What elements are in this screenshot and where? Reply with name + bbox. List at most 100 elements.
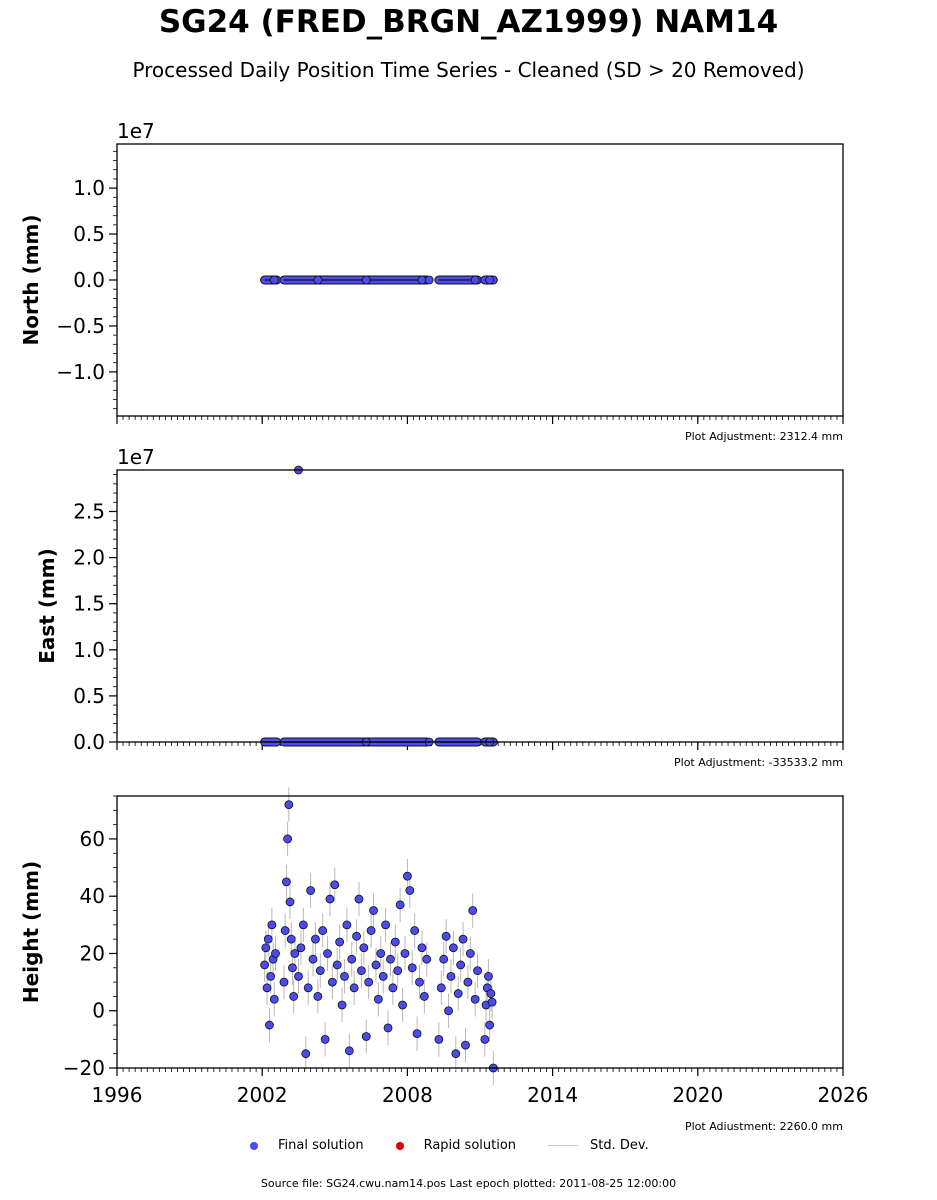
y-tick-label: −1.0 <box>56 360 105 384</box>
data-point <box>364 977 374 987</box>
data-point <box>352 931 361 941</box>
data-point <box>298 920 308 930</box>
plot-adjustment-note: Plot Adjustment: 2260.0 mm <box>685 1120 843 1130</box>
data-point <box>288 963 297 973</box>
chart-title: SG24 (FRED_BRGN_AZ1999) NAM14 <box>158 4 779 40</box>
y-tick-label: 0.0 <box>73 268 105 292</box>
y-tick-label: 2.0 <box>73 546 105 570</box>
data-point <box>281 877 291 887</box>
data-point <box>271 949 280 958</box>
y-tick-label: 0.0 <box>73 730 105 754</box>
data-point <box>485 275 495 285</box>
data-point <box>383 1023 393 1033</box>
data-point <box>456 960 466 970</box>
data-point <box>280 926 290 935</box>
data-point <box>335 937 345 947</box>
data-point <box>369 906 378 915</box>
plot-frame <box>116 469 844 743</box>
data-point <box>461 1040 470 1050</box>
data-point <box>303 983 313 993</box>
data-point <box>439 954 449 964</box>
axis-offset-label: 1e7 <box>117 119 155 143</box>
data-point <box>448 943 458 953</box>
data-point <box>410 926 420 935</box>
plot-adjustment-note: Plot Adjustment: -33533.2 mm <box>674 756 843 769</box>
data-point <box>313 275 323 285</box>
data-point <box>342 920 352 930</box>
data-point <box>468 906 478 915</box>
x-tick-label: 2026 <box>818 1083 869 1107</box>
source-file-note: Source file: SG24.cwu.nam14.pos Last epo… <box>260 1177 677 1190</box>
y-tick-label: −0.5 <box>56 314 105 338</box>
rapid-solution-marker-icon <box>395 1141 404 1150</box>
data-point <box>424 275 434 285</box>
data-point <box>386 954 395 964</box>
data-point <box>263 934 273 944</box>
y-tick-label: 60 <box>80 827 105 851</box>
data-point <box>465 949 475 958</box>
data-point <box>260 960 270 970</box>
y-axis-label: Height (mm) <box>19 861 43 1003</box>
data-point <box>381 920 391 930</box>
data-point <box>361 275 371 285</box>
data-point <box>306 886 316 895</box>
x-tick-label: 2020 <box>672 1083 723 1107</box>
data-point <box>320 1034 330 1044</box>
data-point <box>371 960 381 970</box>
data-point <box>393 966 403 976</box>
panel-1: −1.0 −0.5 0.0 0.5 1.0 1e7 North (mm) Plot Adjus… <box>19 119 844 443</box>
x-tick-label: 1996 <box>92 1083 143 1107</box>
x-tick-label: 2002 <box>237 1083 288 1107</box>
data-point <box>330 880 340 890</box>
x-tick-label: 2014 <box>527 1083 578 1107</box>
legend-final: Final solution <box>250 1138 364 1153</box>
data-point <box>325 894 335 904</box>
data-point <box>470 994 480 1004</box>
data-point <box>376 949 386 958</box>
data-point <box>395 900 405 910</box>
y-tick-label: 0 <box>92 999 105 1023</box>
data-point <box>289 992 299 1001</box>
data-point <box>354 894 364 904</box>
data-point <box>441 931 451 941</box>
data-point <box>359 943 369 953</box>
y-tick-label: 0.5 <box>73 684 105 708</box>
data-point <box>327 977 337 987</box>
data-point <box>463 977 473 987</box>
data-point <box>378 971 388 981</box>
y-tick-label: 40 <box>80 884 105 908</box>
data-point <box>349 983 359 993</box>
y-tick-label: 20 <box>80 941 105 965</box>
data-point <box>398 1000 407 1010</box>
data-point <box>436 983 446 993</box>
legend-rapid-label: Rapid solution <box>423 1138 517 1153</box>
data-point <box>279 977 289 987</box>
data-point <box>487 997 497 1007</box>
data-point <box>451 1049 461 1059</box>
data-point <box>405 886 415 895</box>
y-tick-label: 1.0 <box>73 176 105 200</box>
y-tick-label: 2.5 <box>73 499 105 523</box>
data-point <box>347 954 357 964</box>
data-point <box>294 971 303 981</box>
y-axis-label: North (mm) <box>19 214 43 345</box>
data-point <box>444 1006 453 1016</box>
data-point <box>344 1046 354 1056</box>
legend: Final solution Rapid solution Std. Dev. <box>250 1138 681 1153</box>
plot-frame <box>116 143 844 417</box>
data-point <box>361 1032 371 1041</box>
data-point <box>296 943 306 953</box>
panel-3: 1996 2002 2008 2014 2020 2026 −20 0 20 40 60 Height… <box>19 787 868 1130</box>
y-tick-label: 1.0 <box>73 638 105 662</box>
y-tick-label: 1.5 <box>73 592 105 616</box>
data-point <box>265 1020 274 1030</box>
time-series-chart: −1.0 −0.5 0.0 0.5 1.0 1e7 North (mm) Plot Adjus… <box>19 119 868 1130</box>
data-point <box>357 966 366 976</box>
data-point <box>480 1034 490 1044</box>
data-point <box>266 971 276 981</box>
data-point <box>286 934 296 944</box>
y-axis-label: East (mm) <box>35 548 59 664</box>
data-point <box>407 963 417 973</box>
legend-std: Std. Dev. <box>548 1138 649 1153</box>
data-point <box>446 971 456 981</box>
